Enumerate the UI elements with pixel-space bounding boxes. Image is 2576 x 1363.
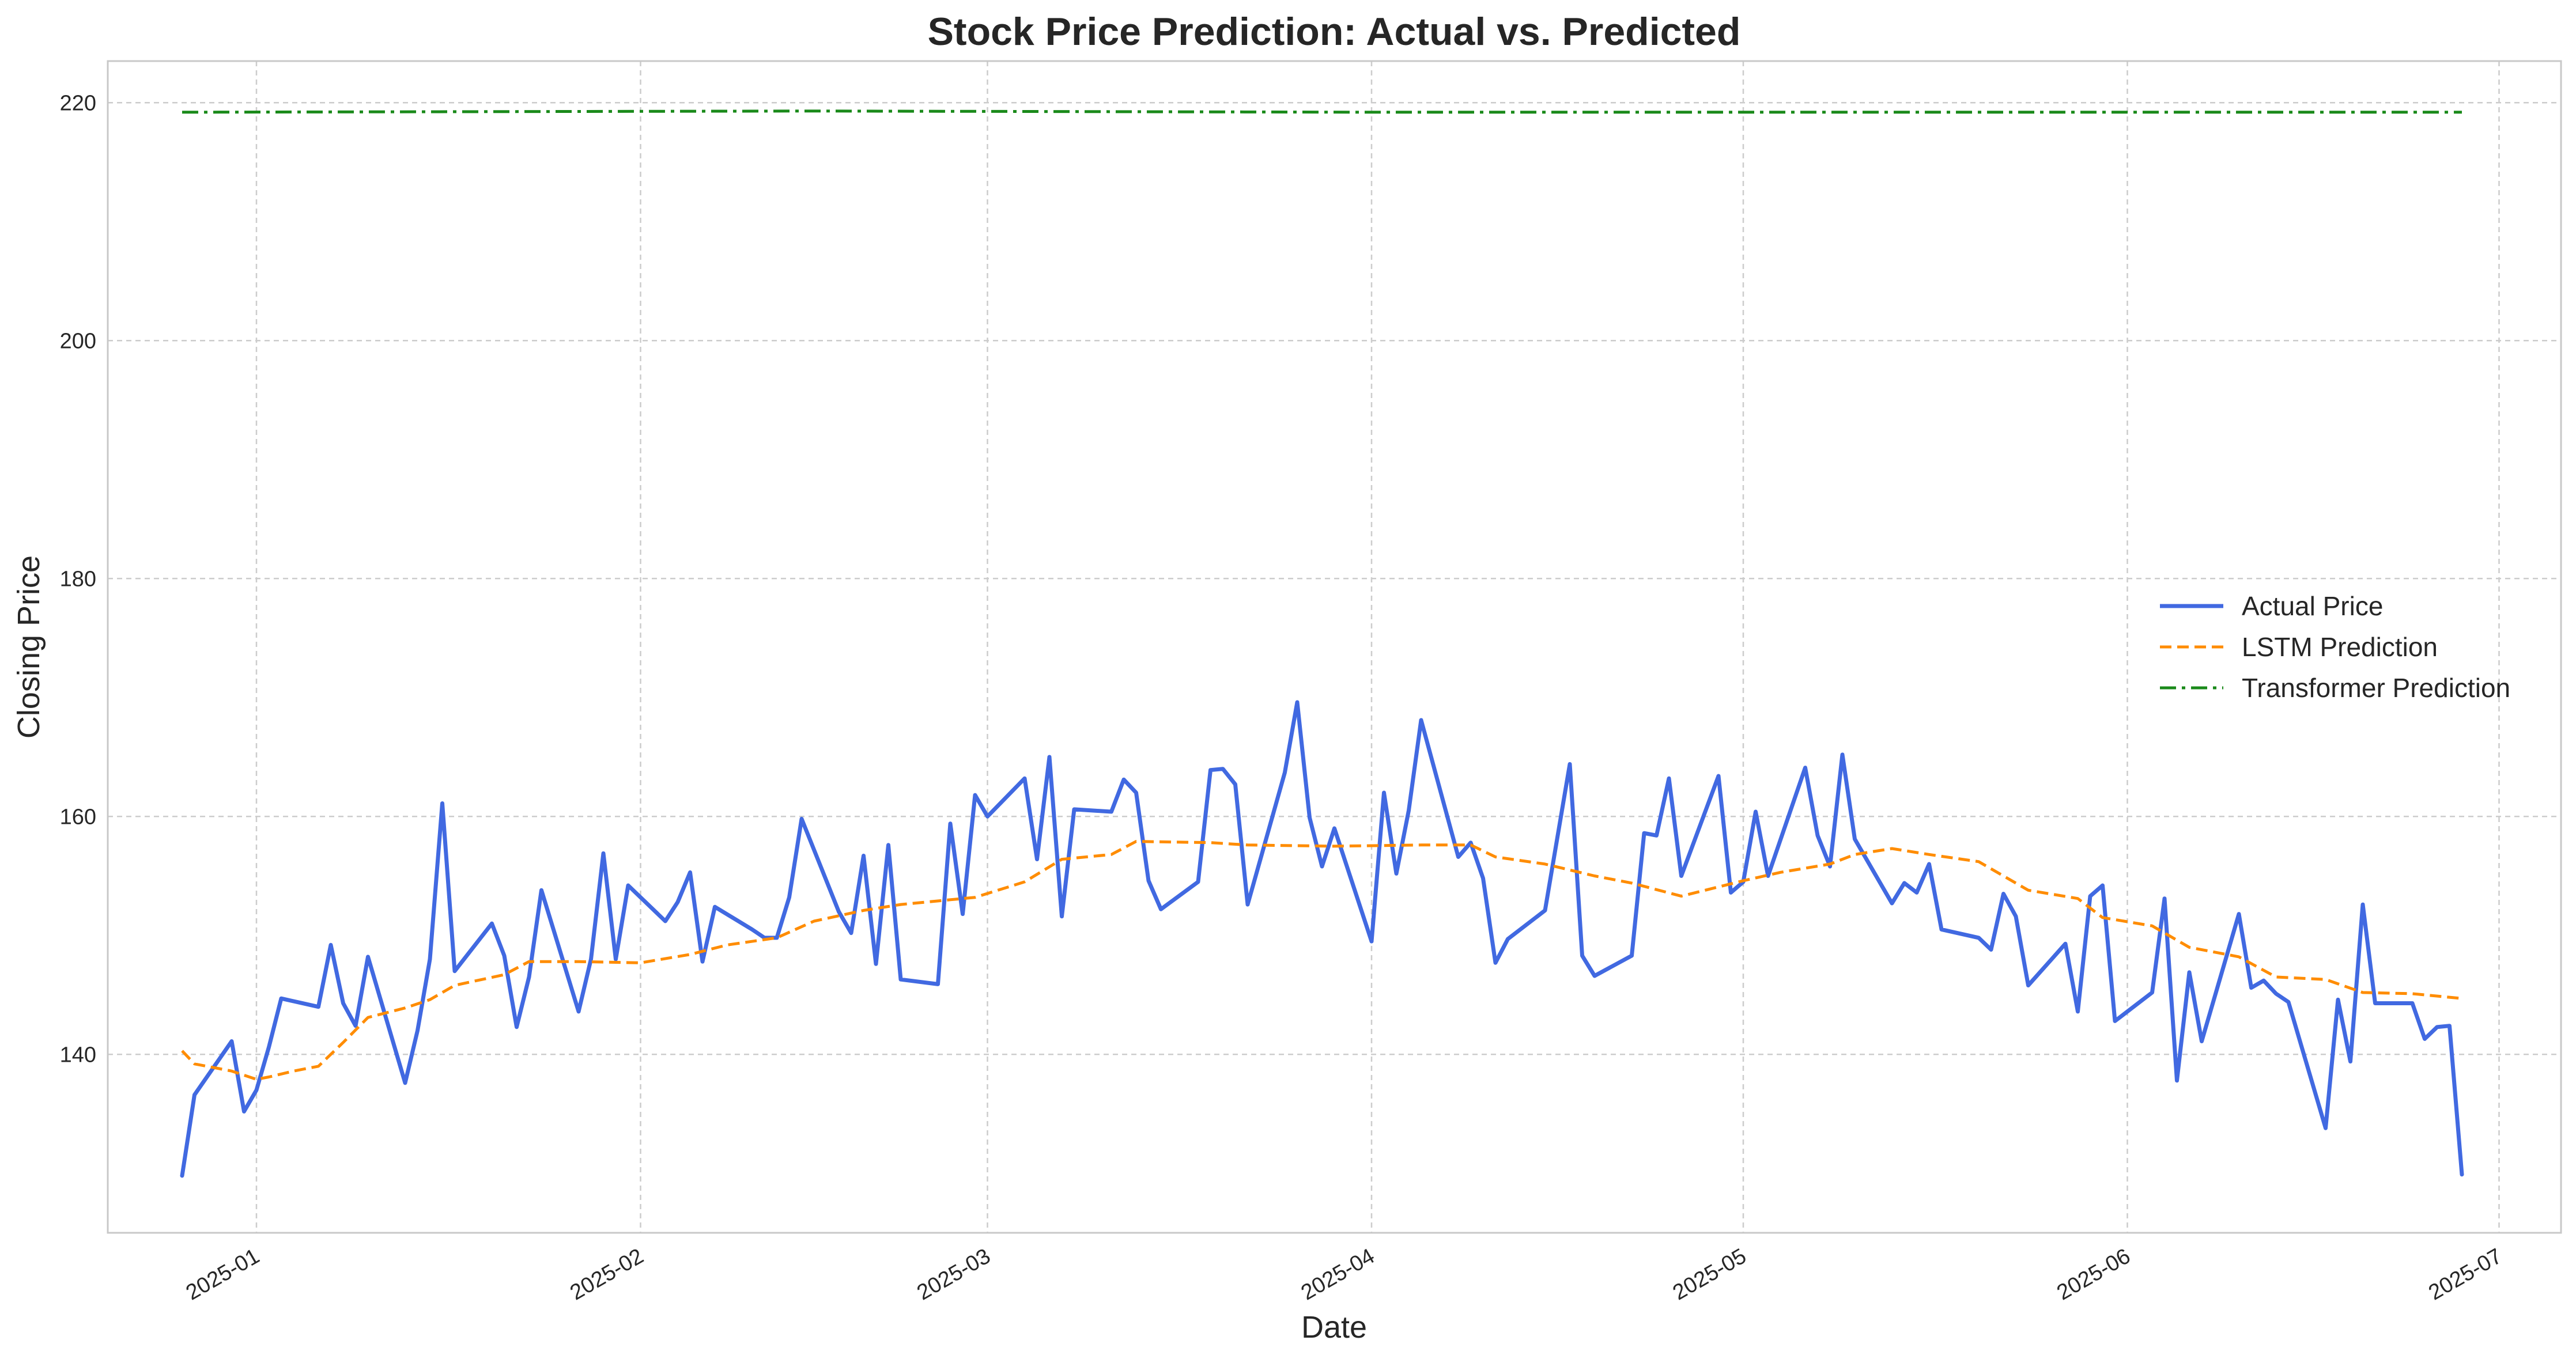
series-line-transformer-prediction: [182, 109, 2462, 114]
grid-lines: [108, 61, 2561, 1233]
y-axis-label: Closing Price: [12, 555, 46, 739]
legend-label: Actual Price: [2242, 591, 2383, 621]
chart-legend: Actual Price LSTM Prediction Transformer P…: [2160, 591, 2510, 703]
series-line-lstm-prediction: [181, 840, 2462, 1081]
y-tick-label: 180: [60, 567, 96, 591]
y-tick-label: 220: [60, 91, 96, 115]
legend-label: LSTM Prediction: [2242, 632, 2438, 662]
chart-title: Stock Price Prediction: Actual vs. Predi…: [928, 10, 1741, 54]
y-tick-label: 140: [60, 1043, 96, 1067]
y-tick-label: 160: [60, 805, 96, 829]
series-line-actual-price: [180, 700, 2464, 1178]
y-tick-label: 200: [60, 329, 96, 353]
x-axis-label: Date: [1301, 1310, 1367, 1345]
data-series: [180, 109, 2464, 1178]
legend-label: Transformer Prediction: [2242, 673, 2510, 703]
plot-area-frame: [107, 60, 2562, 1234]
